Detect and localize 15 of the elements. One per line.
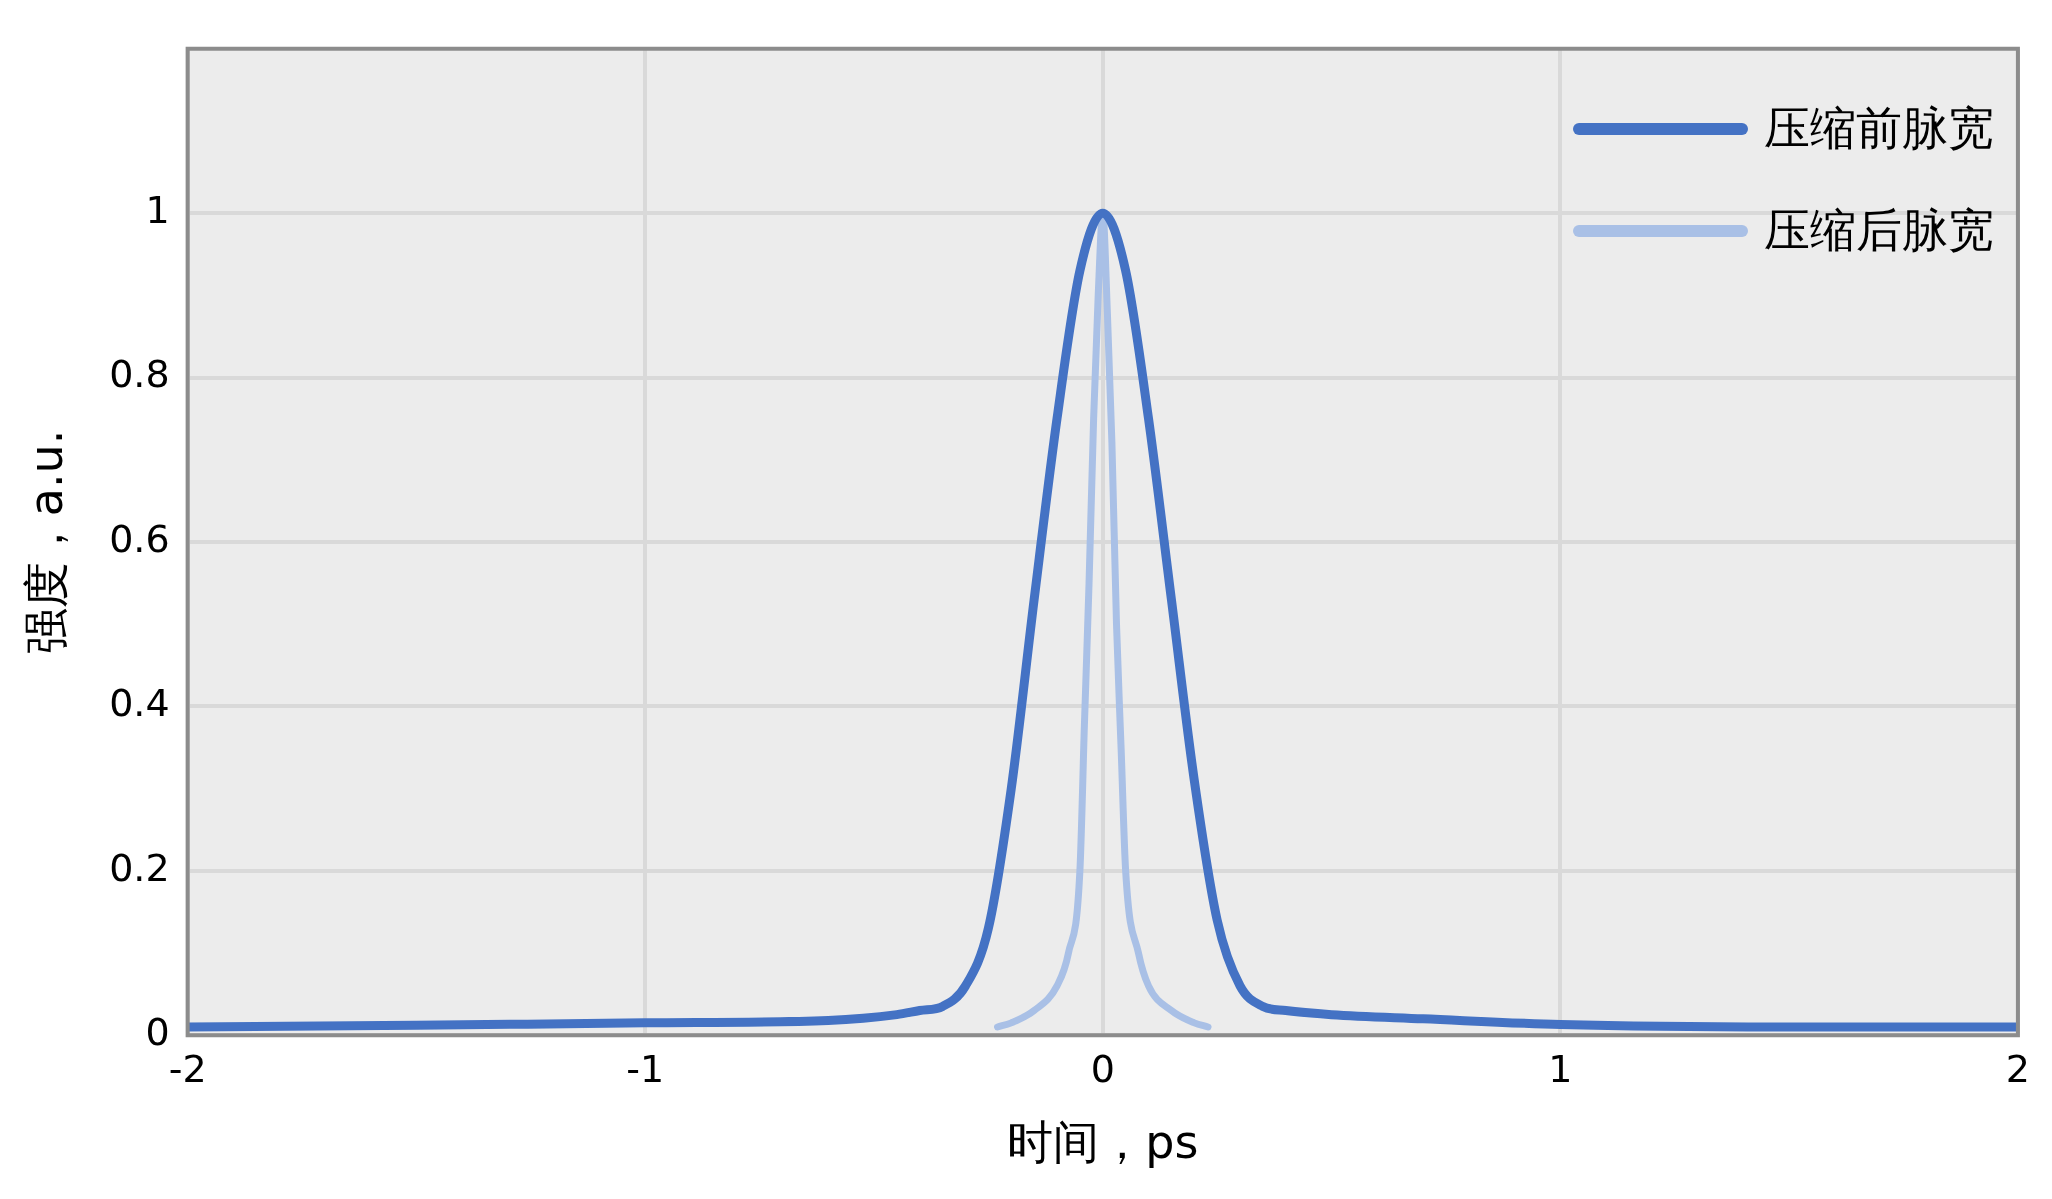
x-tick-label: 2 (2005, 1046, 2031, 1091)
y-tick-label: 1 (145, 188, 170, 233)
legend-label: 压缩后脉宽 (1764, 202, 1994, 259)
x-tick-label: 1 (1548, 1046, 1573, 1091)
y-tick-label: 0.2 (109, 845, 170, 890)
y-tick-label: 0.4 (109, 681, 170, 726)
y-tick-label: 0.8 (109, 352, 170, 397)
legend-label: 压缩前脉宽 (1764, 100, 1994, 157)
y-tick-label: 0 (145, 1010, 170, 1055)
x-tick-label: 0 (1090, 1046, 1115, 1091)
x-tick-label: -2 (168, 1046, 207, 1091)
x-tick-label: -1 (626, 1046, 665, 1091)
y-tick-label: 0.6 (109, 516, 170, 561)
x-axis-title: 时间，ps (1007, 1115, 1199, 1170)
y-axis-title: 强度，a.u. (18, 429, 73, 655)
